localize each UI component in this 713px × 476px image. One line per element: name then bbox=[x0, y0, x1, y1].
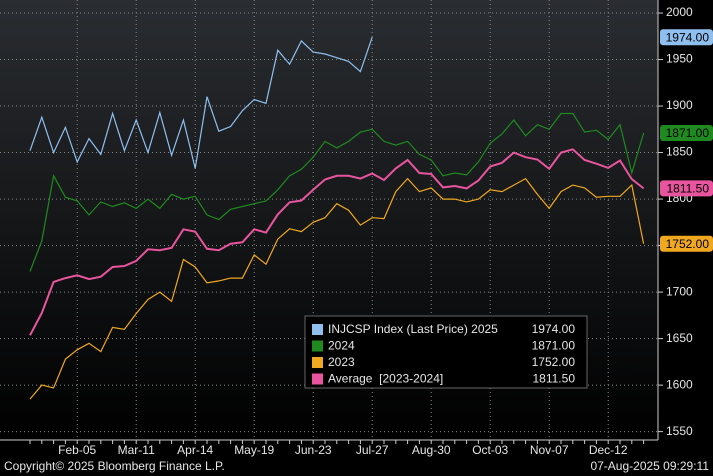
last-value-tag bbox=[660, 29, 713, 46]
y-tick-label: 2000 bbox=[666, 5, 693, 19]
x-tick-label: Mar-11 bbox=[118, 443, 155, 457]
legend: INJCSP Index (Last Price) 2025 1974.00 202… bbox=[304, 315, 588, 389]
copyright: Copyright© 2025 Bloomberg Finance L.P. bbox=[4, 459, 225, 473]
last-value-label: 1752.00 bbox=[666, 237, 710, 251]
legend-label: INJCSP Index (Last Price) 2025 bbox=[328, 322, 498, 336]
x-tick-label: Oct-03 bbox=[472, 443, 508, 457]
grid: 1550160016501700175018001850190019502000… bbox=[0, 0, 693, 457]
legend-swatch bbox=[312, 340, 323, 352]
y-tick-label: 1700 bbox=[666, 284, 693, 298]
legend-value: 1811.50 bbox=[533, 372, 576, 386]
legend-value: 1752.00 bbox=[532, 355, 576, 369]
last-value-tags: 1871.00 1752.00 1811.50 1974.00 bbox=[660, 29, 713, 252]
series-line bbox=[29, 148, 645, 336]
last-value-label: 1871.00 bbox=[666, 126, 710, 140]
legend-box bbox=[304, 315, 588, 389]
x-tick-label: Jun-23 bbox=[295, 443, 332, 457]
x-tick-label: Nov-07 bbox=[530, 443, 569, 457]
legend-swatch bbox=[312, 324, 323, 335]
legend-value: 1974.00 bbox=[532, 322, 576, 336]
legend-label: 2023 bbox=[328, 355, 355, 369]
legend-label: Average [2023-2024] bbox=[328, 372, 443, 386]
series-line bbox=[29, 112, 645, 272]
x-tick-label: Aug-30 bbox=[412, 443, 451, 457]
y-tick-label: 1600 bbox=[666, 377, 693, 391]
x-tick-label: May-19 bbox=[234, 443, 274, 457]
last-value-tag bbox=[660, 125, 713, 142]
series-line bbox=[29, 37, 373, 169]
lines bbox=[29, 37, 645, 400]
y-tick-label: 1550 bbox=[666, 424, 693, 438]
last-value-label: 1811.50 bbox=[667, 182, 710, 196]
y-tick-label: 1850 bbox=[666, 145, 693, 159]
series-line bbox=[29, 177, 645, 400]
x-tick-label: Apr-14 bbox=[177, 443, 213, 457]
x-tick-label: Jul-27 bbox=[356, 443, 389, 457]
legend-swatch bbox=[312, 373, 323, 385]
y-tick-label: 1650 bbox=[666, 331, 693, 345]
last-value-label: 1974.00 bbox=[666, 30, 710, 44]
legend-swatch bbox=[312, 357, 323, 368]
last-value-tag bbox=[660, 235, 713, 252]
last-value-tag bbox=[660, 180, 713, 197]
legend-value: 1871.00 bbox=[532, 339, 576, 353]
y-tick-label: 1900 bbox=[666, 98, 693, 112]
y-tick-label: 1950 bbox=[666, 52, 693, 66]
x-tick-label: Dec-12 bbox=[589, 443, 628, 457]
x-tick-label: Feb-05 bbox=[58, 443, 96, 457]
timestamp: 07-Aug-2025 09:29:11 bbox=[590, 459, 709, 473]
legend-label: 2024 bbox=[328, 339, 355, 353]
